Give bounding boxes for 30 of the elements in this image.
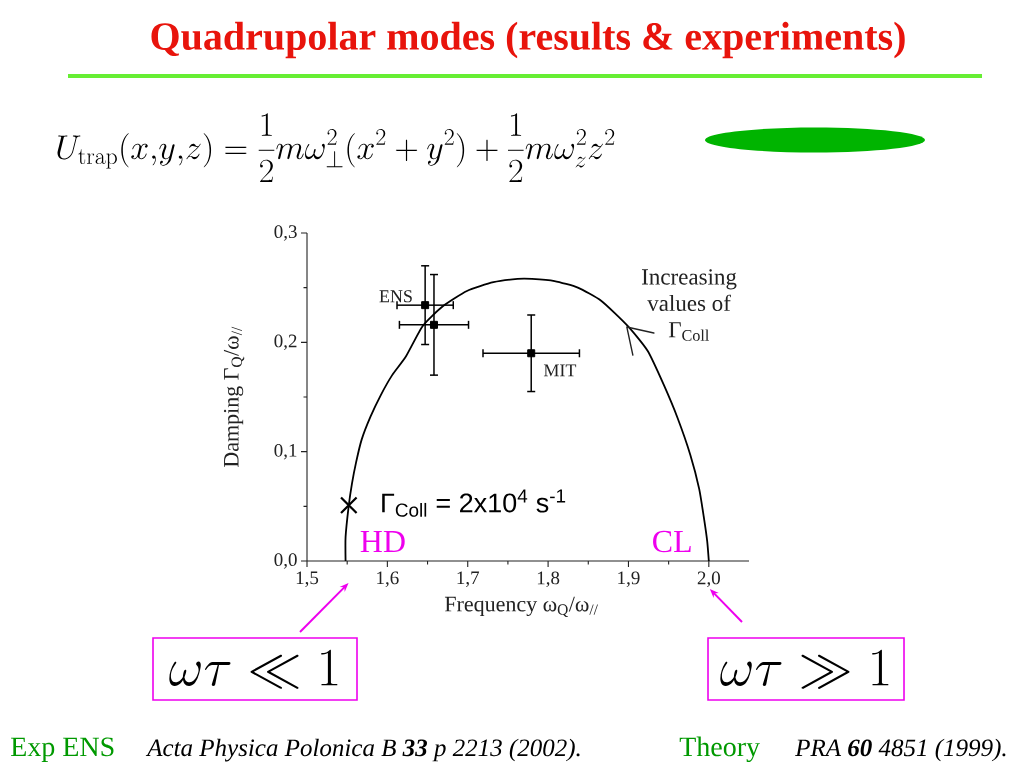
text: Exp ENS [11, 737, 114, 762]
text: $\omega\tau \gg 1$ [720, 649, 889, 689]
annotation: HD [360, 531, 405, 553]
chart-title: Quadrupolar modes (results & experiments) [151, 21, 905, 59]
x-tick-label: 2,0 [697, 571, 720, 588]
y-tick-label: 0,2 [274, 334, 297, 351]
series-label: ENS [379, 290, 412, 303]
series-label: MIT [543, 364, 577, 377]
point [339, 496, 358, 515]
x-tick-label: 1,8 [537, 571, 560, 588]
point [429, 320, 438, 329]
y-tick-label: 0,1 [274, 443, 297, 460]
annotation: Γ$_{Coll}$ = 2x10$^{4}$ s$^{-1}$ [382, 489, 566, 517]
text: $\omega\tau \ll 1$ [169, 649, 338, 689]
x-tick-label: 1,7 [457, 571, 480, 587]
annotation: CL [653, 530, 691, 553]
x-tick-label: 1,6 [377, 571, 399, 588]
point [421, 301, 430, 310]
text: $U_{\mathrm{trap}}(x{,}y{,}z) = \frac{1}{2}m\omega_{\perp}^{2}(x^{2}+y^{2})+\frac{1}{2}m\omega_{z}^{2}z^{2}$ [57, 113, 615, 183]
annotation: Increasing values of Γ$_{Coll}$ [641, 269, 737, 341]
x-tick-label: 1,9 [618, 571, 640, 588]
x-axis-title: Frequency ω$_{Q}$/ω$_{//}$ [444, 596, 598, 618]
y-tick-label: 0,3 [274, 225, 297, 241]
x-tick-label: 1,5 [296, 571, 319, 587]
text: PRA 60 4851 (1999). [795, 738, 1006, 762]
y-tick-label: 0,0 [274, 553, 297, 569]
text: Theory [679, 736, 760, 763]
point [527, 349, 536, 358]
y-axis-title: Damping Γ$_{Q}$/ω$_{//}$ [223, 326, 245, 468]
text: Acta Physica Polonica B 33 p 2213 (2002). [145, 738, 580, 762]
